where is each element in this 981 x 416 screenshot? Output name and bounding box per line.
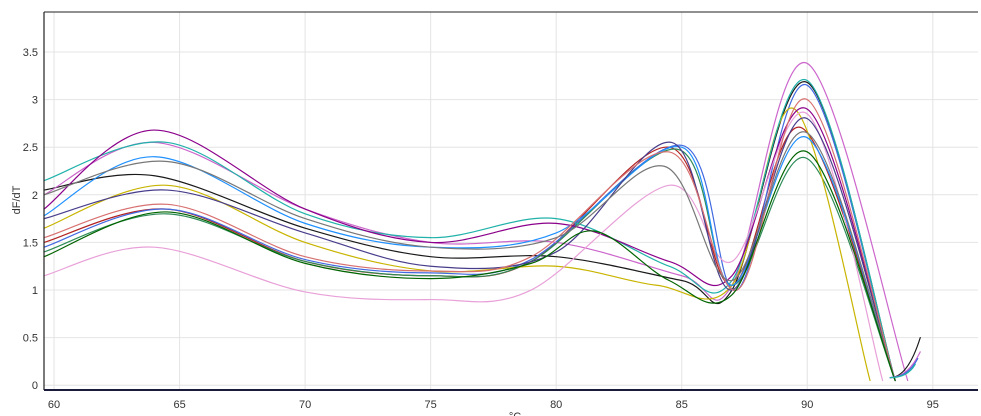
x-tick-label: 60 xyxy=(48,399,60,411)
y-tick-label: 1.5 xyxy=(23,237,38,249)
y-axis-label: dF/dT xyxy=(11,185,23,214)
melt-curve-7 xyxy=(43,79,896,382)
melt-curves xyxy=(43,62,921,382)
y-tick-label: 2.5 xyxy=(23,142,38,154)
y-tick-label: 2 xyxy=(32,190,38,202)
melt-curve-3 xyxy=(43,84,896,382)
melt-curve-12 xyxy=(43,98,896,382)
y-tick-label: 1 xyxy=(32,285,38,297)
melt-curve-9 xyxy=(43,111,884,382)
melt-curve-11 xyxy=(43,117,896,382)
grid xyxy=(44,12,978,390)
axes xyxy=(43,11,978,391)
x-tick-label: 85 xyxy=(676,399,688,411)
x-tick-label: 95 xyxy=(927,399,939,411)
x-tick-label: 80 xyxy=(550,399,562,411)
melt-curve-13 xyxy=(43,131,896,382)
y-tick-label: 0.5 xyxy=(23,333,38,345)
curve-tail-4 xyxy=(889,363,916,379)
y-tick-label: 0 xyxy=(32,380,38,392)
x-tick-label: 75 xyxy=(425,399,437,411)
melt-curve-1 xyxy=(43,81,896,382)
tick-labels: 60 65 70 75 80 85 90 95 0 0.5 1 1.5 2 2.5 3 3.5 xyxy=(23,47,939,411)
x-axis-label: °C xyxy=(509,411,521,416)
y-tick-label: 3.5 xyxy=(23,47,38,59)
melt-curve-4 xyxy=(43,62,909,382)
melt-curve-5 xyxy=(43,148,896,382)
melt-curve-10 xyxy=(43,136,896,382)
x-tick-label: 65 xyxy=(173,399,185,411)
x-tick-label: 70 xyxy=(299,399,311,411)
y-tick-label: 3 xyxy=(32,95,38,107)
melt-curve-14 xyxy=(43,150,896,382)
x-tick-label: 90 xyxy=(801,399,813,411)
